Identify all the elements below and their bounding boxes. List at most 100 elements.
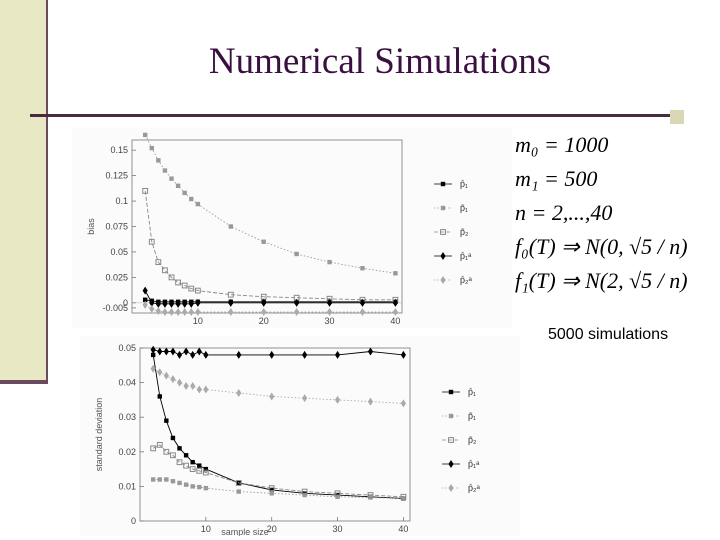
y-tick-label: 0 (131, 516, 136, 526)
plot-frame (139, 347, 411, 522)
y-tick-label: 0.05 (118, 343, 136, 353)
data-point (228, 224, 233, 229)
data-point (203, 350, 209, 359)
y-tick-label: 0.15 (110, 145, 128, 155)
legend-marker (448, 484, 454, 492)
data-point (236, 489, 241, 494)
data-point (194, 287, 201, 294)
legend-label: p̂₂ᵃ (468, 483, 480, 493)
data-point (175, 299, 181, 308)
y-tick-label: 0.075 (105, 222, 128, 232)
data-point (175, 307, 181, 316)
data-point (170, 452, 176, 459)
legend-label: p̂₁ (460, 179, 468, 189)
data-point (150, 364, 156, 373)
data-point (176, 459, 183, 466)
data-point (269, 392, 275, 401)
data-point (196, 347, 202, 356)
data-point (227, 291, 234, 298)
data-point (190, 484, 195, 489)
data-point (155, 299, 161, 308)
data-point (150, 345, 156, 354)
data-point (163, 347, 169, 356)
data-point (182, 307, 188, 316)
data-point (294, 307, 300, 316)
data-point (176, 350, 183, 359)
y-tick-label: 0.01 (118, 481, 136, 491)
data-point (393, 271, 398, 276)
data-point (170, 479, 176, 484)
data-point (164, 418, 169, 423)
legend-label: p̃₁ (460, 203, 468, 213)
legend-marker (448, 413, 454, 419)
x-tick-label: 20 (267, 524, 277, 534)
data-point (359, 307, 366, 316)
data-point (326, 298, 333, 307)
param-f1: f₁(T) ⇒ N(2, √5 / n) (515, 268, 688, 293)
x-tick-label: 40 (398, 524, 408, 534)
data-point (360, 266, 365, 271)
data-point (400, 399, 407, 408)
series-3 (150, 345, 407, 359)
series-2 (150, 441, 407, 500)
bias-chart: 0.15 0.125 0.1 0.075 0.05 0.025 0-0.005 10 20 30 4… (86, 132, 472, 326)
data-point (196, 385, 202, 394)
data-point (188, 299, 194, 308)
simulations-note: 5000 simulations (548, 326, 669, 343)
y-tick-label: 0.04 (118, 378, 136, 388)
param-n: n = 2,...,40 (515, 200, 613, 225)
data-point (155, 306, 161, 315)
data-point (169, 176, 174, 181)
data-point (183, 453, 189, 458)
series-line (144, 304, 396, 313)
data-point (302, 394, 308, 403)
data-point (142, 300, 148, 309)
data-point (261, 239, 266, 244)
parameter-list: m₀ = 1000 m₁ = 500 n = 2,...,40 f₀(T) ⇒ … (515, 128, 715, 298)
data-point (327, 259, 332, 265)
data-point (170, 375, 176, 384)
data-point (197, 484, 202, 490)
data-point (190, 459, 195, 465)
data-point (235, 480, 242, 486)
param-m0: m₀ = 1000 (515, 132, 609, 157)
data-point (150, 352, 156, 358)
data-point (228, 307, 234, 316)
data-point (189, 196, 194, 202)
data-point (157, 394, 162, 399)
x-axis-label: sample size (221, 527, 269, 536)
x-tick-label: 30 (325, 316, 335, 326)
data-point (156, 441, 163, 448)
data-point (182, 299, 188, 308)
legend-label: p̂₁ᵃ (460, 251, 472, 261)
data-point (183, 482, 189, 487)
data-point (335, 494, 340, 499)
data-point (203, 385, 209, 394)
data-point (148, 238, 155, 245)
sd-chart-panel: 0.05 0.04 0.03 0.02 0.01 0 10 20 30 40 standard de… (80, 336, 520, 536)
data-point (168, 307, 175, 316)
y-tick-label: 0.125 (105, 171, 128, 181)
data-point (301, 488, 308, 495)
legend-label: p̂₂ᵃ (460, 275, 472, 285)
series-line (152, 368, 404, 404)
data-point (170, 347, 176, 356)
x-tick-label: 30 (333, 524, 343, 534)
data-point (157, 347, 163, 356)
data-point (269, 491, 274, 496)
y-tick-label: 0.1 (115, 196, 128, 206)
legend-marker (440, 205, 446, 211)
data-point (334, 490, 341, 497)
slide-title: Numerical Simulations (208, 41, 552, 82)
data-point (190, 382, 196, 391)
data-point (162, 168, 168, 173)
legend-marker (440, 252, 446, 260)
y-tick-label: 0.05 (110, 247, 128, 257)
data-point (149, 298, 155, 307)
data-point (268, 485, 275, 492)
data-point (142, 132, 148, 138)
series-1 (142, 132, 398, 276)
data-point (142, 297, 148, 302)
data-point (236, 388, 242, 397)
x-tick-label: 10 (201, 524, 211, 534)
